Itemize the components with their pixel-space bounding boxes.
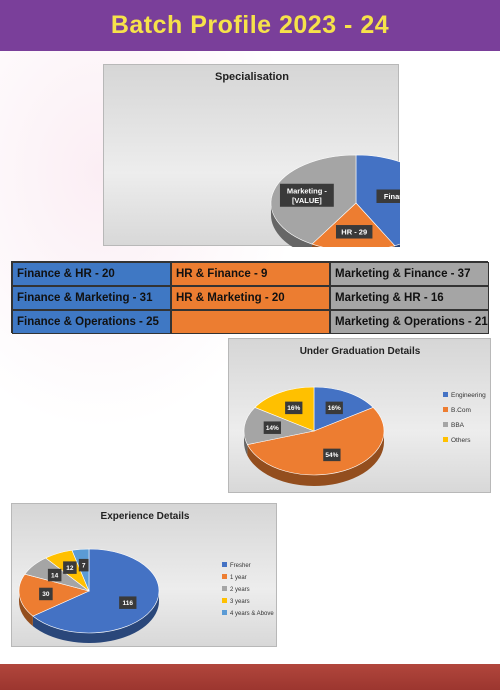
data-label-box	[39, 587, 53, 601]
legend-label: Others	[451, 437, 471, 444]
legend-label: Engineering	[451, 392, 486, 399]
header-banner: Batch Profile 2023 - 24	[0, 0, 500, 51]
data-label-box	[263, 421, 281, 434]
pie-slice	[18, 573, 90, 617]
pie-slice-side	[32, 591, 159, 643]
pie-slice-side	[271, 203, 313, 247]
legend-label: 2 years	[230, 587, 250, 593]
pie-slice	[311, 202, 396, 247]
specialisation-pie-svg: Specialisation Finance - 76 HR - 29 Marketi…	[215, 71, 400, 247]
chart-title: Specialisation	[215, 71, 289, 83]
data-label: 12	[66, 565, 74, 572]
specialisation-chart: Specialisation Finance - 76 HR - 29 Marketi…	[103, 64, 400, 247]
data-label-box	[285, 401, 303, 415]
data-label-box	[325, 401, 343, 415]
experience-chart: Experience Details 116 30 14 12 7 Fresher 1 yea…	[11, 503, 277, 647]
data-label: 30	[42, 591, 50, 598]
under-graduation-pie-svg: Under Graduation Details 16% 54% 14% 16% Engi…	[243, 346, 486, 486]
legend-swatch	[443, 407, 448, 412]
table-cell	[171, 310, 330, 334]
table-cell: Marketing & HR - 16	[330, 286, 489, 310]
pie-slice	[246, 407, 385, 476]
chart-title: Under Graduation Details	[300, 346, 421, 357]
experience-pie-svg: Experience Details 116 30 14 12 7 Fresher 1 yea…	[18, 511, 274, 643]
data-label: Marketing -	[287, 186, 328, 195]
legend-swatch	[443, 437, 448, 442]
pie-slice-side	[247, 431, 384, 486]
chart-title: Experience Details	[101, 511, 190, 522]
legend-label: BBA	[451, 422, 465, 429]
data-label: 14	[51, 572, 59, 579]
legend-swatch	[222, 562, 227, 567]
data-label: 7	[82, 562, 86, 569]
legend-label: 4 years & Above	[230, 611, 274, 617]
under-graduation-chart: Under Graduation Details 16% 54% 14% 16% Engi…	[228, 338, 491, 493]
table-cell: HR & Marketing - 20	[171, 286, 330, 310]
pie-slice-side	[19, 591, 33, 627]
table-cell: Finance & Operations - 25	[12, 310, 171, 334]
data-label-box	[323, 448, 341, 462]
data-label-box	[78, 558, 89, 572]
data-label: [VALUE]	[292, 196, 322, 205]
data-label: 16%	[328, 405, 341, 412]
table-cell: HR & Finance - 9	[171, 262, 330, 286]
data-label-box	[119, 596, 137, 609]
pie-slice-side	[244, 431, 248, 456]
data-label-box	[279, 183, 334, 207]
legend-swatch	[222, 586, 227, 591]
data-label: 16%	[287, 405, 300, 412]
data-label: HR - 29	[341, 228, 367, 237]
table-cell: Marketing & Finance - 37	[330, 262, 489, 286]
footer-bar	[0, 664, 500, 690]
data-label-box	[63, 561, 77, 574]
legend-swatch	[443, 422, 448, 427]
specialisation-combination-table: Finance & HR - 20 HR & Finance - 9 Marke…	[11, 261, 489, 334]
data-label-box	[376, 189, 400, 203]
legend-swatch	[222, 598, 227, 603]
data-label: 14%	[266, 425, 279, 432]
legend-label: 3 years	[230, 599, 250, 605]
legend-swatch	[443, 392, 448, 397]
data-label: 54%	[325, 452, 338, 459]
data-label: 116	[123, 600, 134, 607]
pie-slice	[313, 386, 374, 432]
pie-slice	[32, 548, 160, 634]
data-label-box	[335, 225, 373, 239]
table-cell: Marketing & Operations - 21	[330, 310, 489, 334]
legend-label: Fresher	[230, 563, 251, 569]
table-cell: Finance & HR - 20	[12, 262, 171, 286]
table-cell: Finance & Marketing - 31	[12, 286, 171, 310]
legend-label: 1 year	[230, 575, 247, 581]
pie-slice	[254, 386, 315, 432]
legend-swatch	[222, 574, 227, 579]
legend-swatch	[222, 610, 227, 615]
data-label: Finance - 76	[384, 192, 400, 201]
data-label-box	[47, 568, 62, 582]
page-title: Batch Profile 2023 - 24	[110, 11, 390, 39]
legend-label: B.Com	[451, 407, 471, 414]
